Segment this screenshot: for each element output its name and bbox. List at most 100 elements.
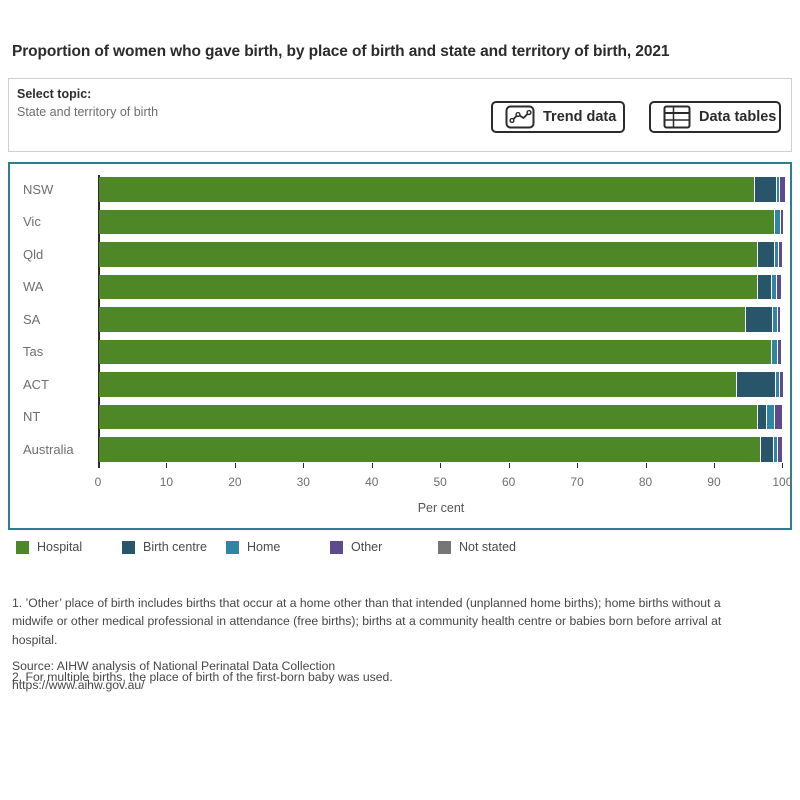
bar-row-act bbox=[99, 372, 783, 397]
bar-segment-home-nt[interactable] bbox=[766, 404, 774, 429]
legend-item-birth-centre[interactable]: Birth centre bbox=[122, 540, 207, 554]
bar-segment-home-wa[interactable] bbox=[772, 274, 777, 299]
bar-segment-hospital-act[interactable] bbox=[99, 372, 737, 397]
x-axis-tick-label: 70 bbox=[570, 475, 584, 489]
bar-segment-home-act[interactable] bbox=[776, 372, 780, 397]
row-label-wa: WA bbox=[23, 279, 44, 294]
row-label-nt: NT bbox=[23, 409, 41, 424]
legend-label-other: Other bbox=[351, 540, 383, 554]
bar-row-tas bbox=[99, 339, 782, 364]
bar-segment-other-sa[interactable] bbox=[778, 307, 781, 332]
legend-swatch-birth-centre bbox=[122, 540, 135, 554]
x-axis-tick bbox=[645, 463, 647, 468]
bar-segment-other-nt[interactable] bbox=[774, 404, 783, 429]
bar-segment-birth-centre-nsw[interactable] bbox=[754, 177, 776, 202]
x-axis-tick bbox=[371, 463, 373, 468]
bar-segment-other-vic[interactable] bbox=[780, 209, 784, 234]
x-axis-tick-label: 100 bbox=[772, 475, 793, 489]
page-title: Proportion of women who gave birth, by p… bbox=[12, 43, 670, 61]
bar-segment-other-act[interactable] bbox=[780, 372, 783, 397]
bar-segment-hospital-australia[interactable] bbox=[99, 437, 761, 462]
bar-segment-birth-centre-australia[interactable] bbox=[761, 437, 774, 462]
row-label-sa: SA bbox=[23, 311, 41, 327]
trend-chart-icon bbox=[505, 105, 535, 129]
legend-swatch-other bbox=[330, 540, 343, 554]
x-axis-tick-label: 60 bbox=[501, 475, 516, 489]
bar-segment-other-wa[interactable] bbox=[777, 274, 781, 299]
x-axis-tick bbox=[577, 463, 579, 468]
legend-item-hospital[interactable]: Hospital bbox=[16, 540, 82, 554]
row-label-vic: Vic bbox=[23, 214, 41, 229]
bar-row-qld bbox=[99, 242, 783, 267]
data-tables-button-label: Data tables bbox=[699, 109, 777, 125]
bar-segment-birth-centre-act[interactable] bbox=[737, 372, 776, 397]
bar-segment-hospital-nt[interactable] bbox=[99, 404, 758, 429]
legend-item-other[interactable]: Other bbox=[330, 540, 382, 554]
data-table-icon bbox=[663, 105, 691, 129]
x-axis-tick-label: 0 bbox=[94, 475, 102, 489]
bar-row-nsw bbox=[99, 177, 786, 202]
legend-label-home: Home bbox=[247, 540, 281, 554]
bar-segment-home-vic[interactable] bbox=[774, 209, 780, 234]
legend-item-home[interactable]: Home bbox=[226, 540, 280, 554]
x-axis-tick bbox=[440, 463, 442, 468]
bar-segment-birth-centre-nt[interactable] bbox=[758, 404, 766, 429]
data-tables-button[interactable]: Data tables bbox=[649, 101, 781, 133]
bar-segment-other-australia[interactable] bbox=[778, 437, 782, 462]
chart-container: Per cent NSW Vic Qld WA SA Tas ACT NT Australia 0… bbox=[8, 162, 792, 530]
bar-segment-home-sa[interactable] bbox=[773, 307, 778, 332]
topic-selector-panel: Select topic: State and territory of bir… bbox=[8, 78, 792, 152]
bar-row-sa bbox=[99, 307, 781, 332]
row-label-act: ACT bbox=[23, 376, 49, 392]
bar-segment-other-nsw[interactable] bbox=[780, 177, 786, 202]
legend: Hospital Birth centre Home Other Not stated bbox=[0, 540, 800, 556]
bar-row-nt bbox=[99, 404, 783, 429]
source-url: https://www.aihw.gov.au/ bbox=[12, 677, 145, 692]
x-axis-tick-label: 80 bbox=[638, 475, 653, 489]
x-axis-tick bbox=[508, 463, 510, 468]
bar-segment-hospital-vic[interactable] bbox=[99, 209, 774, 234]
x-axis-tick bbox=[234, 463, 236, 468]
bar-segment-home-nsw[interactable] bbox=[776, 177, 780, 202]
row-label-tas: Tas bbox=[23, 344, 44, 359]
topic-select[interactable]: State and territory of birth bbox=[17, 105, 159, 119]
bar-segment-birth-centre-qld[interactable] bbox=[758, 242, 775, 267]
bar-segment-other-qld[interactable] bbox=[778, 242, 783, 267]
x-axis-tick bbox=[166, 463, 168, 468]
row-label-australia: Australia bbox=[23, 441, 74, 457]
legend-label-hospital: Hospital bbox=[37, 540, 83, 554]
x-axis-title: Per cent bbox=[417, 501, 465, 515]
bar-segment-hospital-nsw[interactable] bbox=[99, 177, 754, 202]
x-axis-tick bbox=[98, 463, 99, 468]
x-axis-tick-label: 40 bbox=[365, 475, 379, 489]
x-axis-tick-label: 50 bbox=[433, 475, 447, 489]
source-block: Source: AIHW analysis of National Perina… bbox=[12, 657, 794, 694]
bar-segment-home-tas[interactable] bbox=[772, 339, 777, 364]
x-axis-tick-label: 30 bbox=[296, 475, 310, 489]
footnote-1: 1. ’Other’ place of birth includes birth… bbox=[12, 595, 722, 647]
bar-row-australia bbox=[99, 437, 782, 462]
bar-row-vic bbox=[99, 209, 784, 234]
bar-segment-hospital-qld[interactable] bbox=[99, 242, 758, 267]
bar-segment-home-qld[interactable] bbox=[775, 242, 778, 267]
legend-swatch-home bbox=[226, 540, 239, 554]
x-axis-tick bbox=[303, 463, 305, 468]
row-label-nsw: NSW bbox=[23, 181, 54, 197]
bar-segment-birth-centre-wa[interactable] bbox=[757, 274, 772, 299]
legend-label-not-stated: Not stated bbox=[459, 540, 516, 554]
x-axis-tick-label: 10 bbox=[159, 475, 174, 489]
bar-segment-hospital-tas[interactable] bbox=[99, 339, 772, 364]
bar-segment-hospital-wa[interactable] bbox=[99, 274, 757, 299]
x-axis-tick-label: 20 bbox=[228, 475, 242, 489]
bar-segment-other-tas[interactable] bbox=[777, 339, 782, 364]
bar-segment-hospital-sa[interactable] bbox=[99, 307, 746, 332]
x-axis-tick bbox=[713, 463, 715, 468]
bar-segment-home-australia[interactable] bbox=[774, 437, 778, 462]
legend-item-not-stated[interactable]: Not stated bbox=[438, 540, 516, 554]
trend-data-button[interactable]: Trend data bbox=[491, 101, 625, 133]
trend-data-button-label: Trend data bbox=[543, 109, 617, 125]
x-axis-tick-label: 90 bbox=[707, 475, 721, 489]
bar-segment-birth-centre-sa[interactable] bbox=[746, 307, 773, 332]
row-label-qld: Qld bbox=[23, 246, 44, 262]
plot-area: Per cent NSW Vic Qld WA SA Tas ACT NT Australia 0… bbox=[10, 164, 792, 528]
